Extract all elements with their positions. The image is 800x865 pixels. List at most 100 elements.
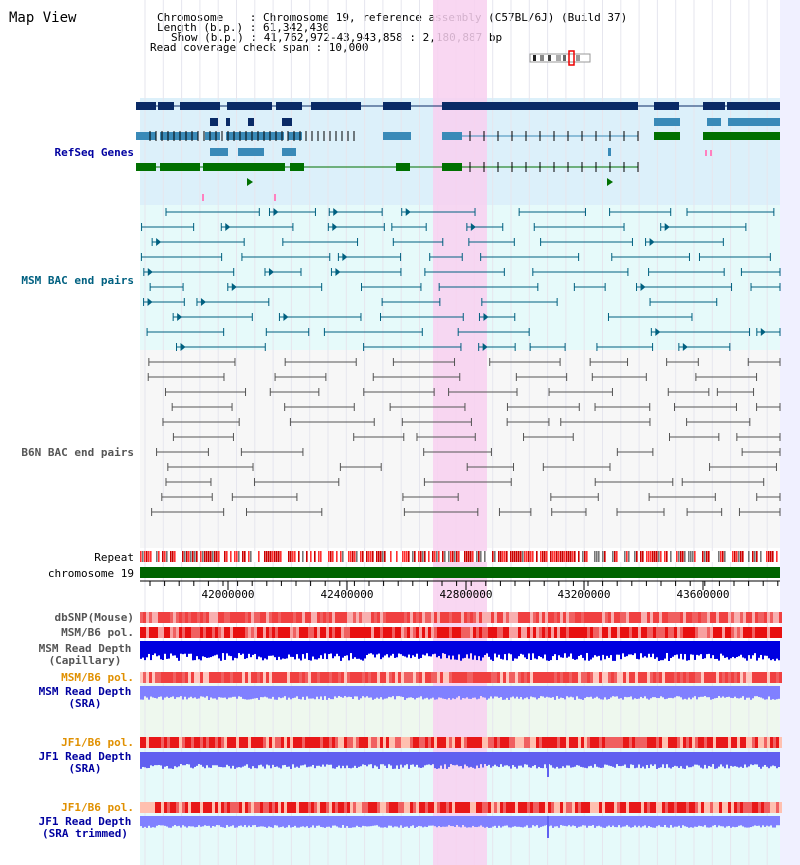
jf1-trim-bar [746, 816, 748, 828]
msm-depth-sra-bar [262, 686, 264, 698]
msm-depth-sra-bar [246, 686, 248, 700]
msm-depth-sra-bar [390, 686, 392, 698]
msm-depth-cap-bar [200, 641, 202, 661]
jf1-pol2-strip [449, 802, 452, 813]
repeat-element [706, 551, 708, 562]
msm-bac-arrow [332, 223, 338, 231]
dbsnp-strip [605, 612, 608, 623]
jf1-trim-bar [284, 816, 286, 828]
msm-bac-arrow [342, 253, 348, 261]
repeat-element [150, 551, 152, 562]
jf1-depth-bar [610, 752, 612, 767]
jf1-trim-bar [564, 816, 566, 826]
msm-pol2-strip [290, 672, 293, 683]
dbsnp-strip [506, 612, 509, 623]
msm-depth-sra-bar [152, 686, 154, 698]
msm-pol2-strip [611, 672, 614, 683]
dbsnp-strip [434, 612, 437, 623]
jf1-depth-bar [554, 752, 556, 769]
msm-depth-sra-bar [598, 686, 600, 699]
msm-depth-cap-bar [580, 641, 582, 655]
jf1-pol-strip [488, 737, 491, 748]
jf1-depth-bar [206, 752, 208, 766]
repeat-element [264, 551, 266, 562]
msm-depth-cap-bar [486, 641, 488, 654]
repeat-element [274, 551, 276, 562]
jf1-trim-bar [778, 816, 780, 826]
jf1-trim-bar [580, 816, 582, 827]
repeat-element [140, 551, 142, 562]
msm-depth-cap-bar [198, 641, 200, 660]
msm-pol2-strip [632, 672, 635, 683]
msm-pol2-strip [461, 672, 464, 683]
dbsnp-strip [542, 612, 545, 623]
repeat-element [666, 551, 668, 562]
msm-depth-cap-bar [740, 641, 742, 655]
msm-depth-sra-bar [250, 686, 252, 700]
jf1-pol2-strip [524, 802, 527, 813]
msm-pol2-strip [476, 672, 479, 683]
repeat-element [162, 551, 164, 562]
msm-pol2-strip [533, 672, 536, 683]
msm-depth-sra-bar [348, 686, 350, 697]
jf1-trim-bar [622, 816, 624, 827]
jf1-pol2-strip [386, 802, 389, 813]
msm-depth-sra-bar [256, 686, 258, 699]
jf1-depth-bar [304, 752, 306, 765]
msm-depth-cap-bar [684, 641, 686, 655]
jf1-trim-bar [228, 816, 230, 827]
track-label-b6n-bac[interactable]: B6N BAC end pairs [21, 446, 134, 459]
jf1-trim-bar [306, 816, 308, 827]
msm-depth-sra-bar [548, 686, 550, 698]
dbsnp-strip [164, 612, 167, 623]
jf1-depth-bar [200, 752, 202, 765]
jf1-pol2-strip [458, 802, 461, 813]
msm-depth-cap-bar [512, 641, 514, 661]
jf1-depth-bar [488, 752, 490, 765]
msm-depth-cap-bar [672, 641, 674, 657]
repeat-element [530, 551, 532, 562]
dbsnp-strip [647, 612, 650, 623]
jf1-pol2-strip [725, 802, 728, 813]
msm-depth-sra-bar [660, 686, 662, 697]
jf1-depth-bar [242, 752, 244, 767]
jf1-trim-bar [526, 816, 528, 826]
jf1-depth-bar [538, 752, 540, 767]
jf1-depth-bar [148, 752, 150, 768]
jf1-pol2-strip [302, 802, 305, 813]
jf1-depth-bar [170, 752, 172, 769]
msm-depth-cap-bar [756, 641, 758, 661]
msm-pol2-strip [362, 672, 365, 683]
jf1-pol2-strip [191, 802, 194, 813]
jf1-depth-bar [742, 752, 744, 768]
msm-depth-sra-bar [198, 686, 200, 699]
jf1-depth-bar [426, 752, 428, 765]
jf1-pol2-strip [722, 802, 725, 813]
msm-depth-cap-bar [518, 641, 520, 657]
dbsnp-strip [326, 612, 329, 623]
jf1-trim-bar [644, 816, 646, 826]
msm-pol2-strip [563, 672, 566, 683]
msm-pol2-strip [584, 672, 587, 683]
msm-depth-sra-bar [242, 686, 244, 699]
msm-pol2-strip [326, 672, 329, 683]
jf1-trim-bar [648, 816, 650, 827]
msm-bac-arrow [273, 208, 279, 216]
jf1-pol2-strip [668, 802, 671, 813]
msm-pol2-strip [443, 672, 446, 683]
msm-depth-cap-bar [606, 641, 608, 656]
msm-depth-cap-bar [284, 641, 286, 659]
repeat-element [164, 551, 166, 562]
msm-depth-cap-bar [272, 641, 274, 656]
track-label-refseq[interactable]: RefSeq Genes [54, 146, 134, 159]
repeat-element [738, 551, 740, 562]
msm-depth-sra-bar [412, 686, 414, 698]
msm-depth-cap-bar [590, 641, 592, 660]
msm-pol-strip [230, 627, 233, 638]
dbsnp-strip [737, 612, 740, 623]
track-label-msm-bac[interactable]: MSM BAC end pairs [21, 274, 134, 287]
msm-pol2-strip [500, 672, 503, 683]
jf1-pol2-strip [485, 802, 488, 813]
jf1-pol2-strip [704, 802, 707, 813]
